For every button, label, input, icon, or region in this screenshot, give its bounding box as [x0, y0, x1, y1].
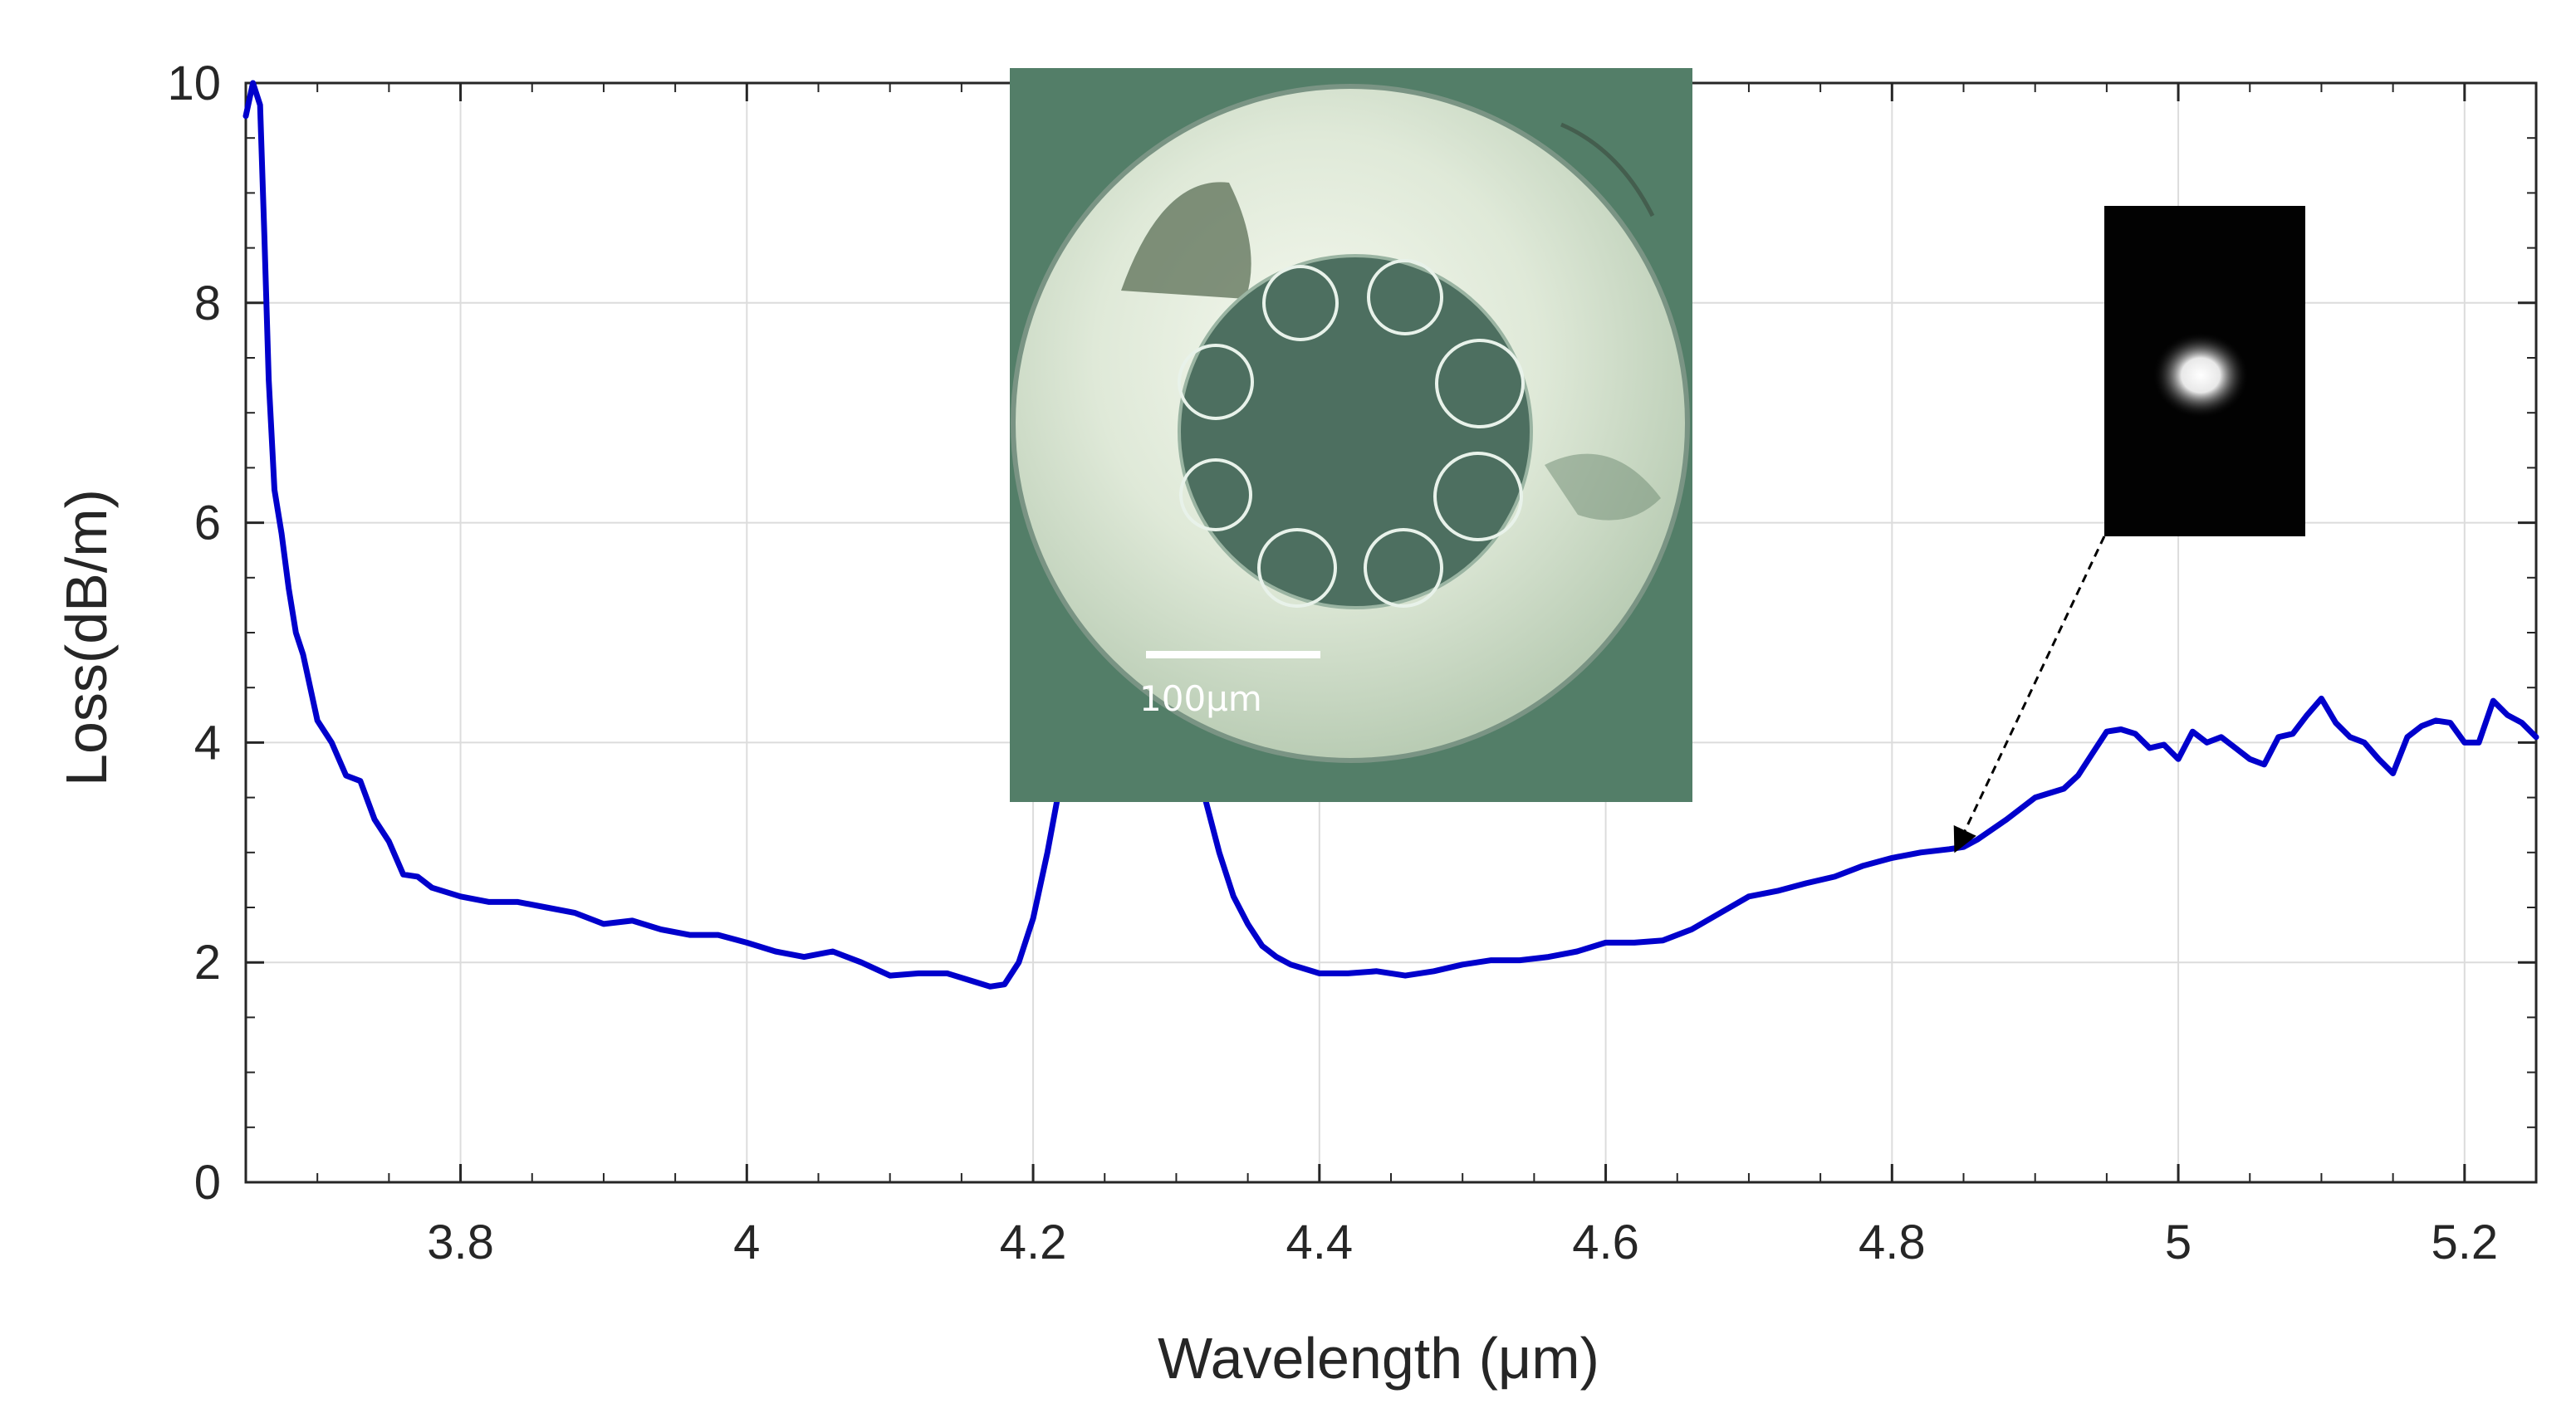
y-tick-label: 2 [194, 936, 221, 990]
x-tick-label: 4.6 [1572, 1215, 1639, 1269]
x-tick-label: 4 [733, 1215, 760, 1269]
inset-pointer-arrow [1953, 536, 2106, 853]
x-tick-label: 4.4 [1286, 1215, 1353, 1269]
y-tick-label: 10 [167, 56, 221, 110]
fiber-cross-section-inset: 100μm [1010, 68, 1692, 802]
mode-profile-inset [1953, 206, 2305, 853]
x-tick-label: 5 [2165, 1215, 2192, 1269]
y-tick-label: 0 [194, 1156, 221, 1210]
y-tick-label: 4 [194, 716, 221, 770]
scale-bar-label: 100μm [1139, 678, 1262, 719]
ticks: 3.8 4 4.2 4.4 4.6 4.8 5 5.2 0 2 4 6 8 10 [167, 56, 2537, 1269]
loss-series-line [242, 80, 2539, 990]
y-axis-label: Loss(dB/m) [54, 489, 119, 786]
y-tick-label: 8 [194, 276, 221, 330]
x-tick-label: 5.2 [2431, 1215, 2498, 1269]
x-tick-label: 4.2 [1000, 1215, 1067, 1269]
y-tick-label: 6 [194, 496, 221, 550]
x-axis-label: Wavelength (μm) [1158, 1326, 1599, 1391]
scale-bar [1146, 651, 1320, 658]
x-tick-label: 4.8 [1859, 1215, 1926, 1269]
x-tick-label: 3.8 [427, 1215, 494, 1269]
